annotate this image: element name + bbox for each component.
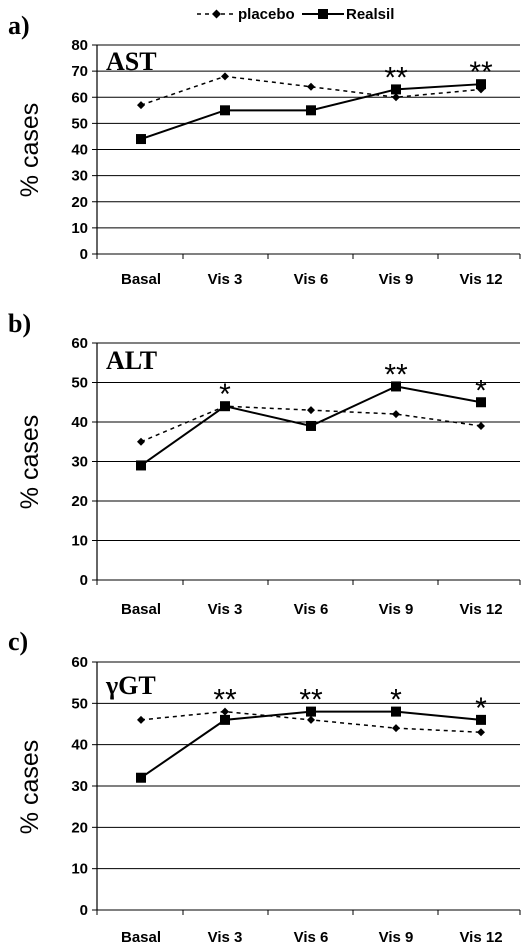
panel-title: AST: [106, 47, 157, 76]
y-tick-label: 20: [71, 493, 88, 510]
y-tick-label: 0: [80, 246, 88, 263]
realsil-point: [306, 706, 316, 717]
x-tick-label: Basal: [121, 601, 161, 618]
legend-placebo-marker: [212, 9, 221, 19]
series-line-placebo: [140, 75, 482, 106]
x-tick-label: Basal: [121, 271, 161, 288]
y-tick-label: 30: [71, 454, 88, 471]
significance-marker: **: [469, 56, 493, 89]
y-axis-label: % cases: [16, 103, 44, 197]
y-tick-label: 30: [71, 778, 88, 795]
x-tick-label: Vis 6: [294, 271, 329, 288]
placebo-point: [137, 437, 145, 446]
y-tick-label: 80: [71, 37, 88, 54]
panel-title: ALT: [106, 346, 157, 375]
panel-title: γGT: [105, 671, 156, 700]
x-tick-label: Basal: [121, 929, 161, 946]
x-tick-label: Vis 3: [208, 601, 243, 618]
realsil-point: [136, 460, 146, 471]
panel-label: c): [8, 627, 28, 656]
y-tick-label: 30: [71, 168, 88, 185]
y-tick-label: 20: [71, 819, 88, 836]
significance-marker: *: [475, 692, 487, 725]
realsil-point: [220, 105, 230, 116]
chart-panel-2: b) 0 10 20 30 40 50 60 Basal Vis 3 Vis 6 Vis 9 Vis 1…: [8, 309, 521, 618]
placebo-point: [221, 72, 229, 81]
y-tick-label: 50: [71, 115, 88, 132]
panel-label: b): [8, 309, 31, 338]
legend: placebo Realsil: [197, 6, 394, 23]
realsil-point: [476, 79, 486, 90]
chart-panels: a) 0 10 20 30 40 50 60 70 80 Basal Vis 3 Vis 6 Vis 9 V…: [8, 11, 521, 946]
realsil-point: [476, 714, 486, 725]
significance-marker: *: [390, 684, 402, 717]
x-tick-label: Vis 9: [379, 929, 414, 946]
panel-label: a): [8, 11, 30, 40]
legend-realsil-marker: [318, 9, 328, 19]
realsil-point: [220, 401, 230, 412]
y-tick-label: 10: [71, 861, 88, 878]
x-tick-label: Vis 12: [459, 601, 502, 618]
y-tick-label: 70: [71, 63, 88, 80]
y-tick-label: 0: [80, 902, 88, 919]
chart-panel-3: c) 0 10 20 30 40 50 60 Basal Vis 3 Vis 6 Vis 9 Vis 1…: [8, 627, 521, 946]
y-tick-label: 40: [71, 142, 88, 159]
significance-marker: **: [384, 61, 408, 94]
y-tick-label: 20: [71, 194, 88, 211]
y-tick-label: 50: [71, 375, 88, 392]
placebo-point: [221, 707, 229, 716]
realsil-point: [136, 772, 146, 783]
placebo-point: [307, 82, 315, 91]
realsil-point: [136, 134, 146, 145]
placebo-point: [307, 406, 315, 415]
significance-marker: **: [299, 684, 323, 717]
realsil-point: [306, 420, 316, 431]
significance-marker: *: [475, 374, 487, 407]
y-tick-label: 60: [71, 335, 88, 352]
placebo-point: [392, 724, 400, 733]
legend-placebo-label: placebo: [238, 6, 295, 23]
y-tick-label: 40: [71, 737, 88, 754]
realsil-point: [476, 397, 486, 408]
x-tick-label: Vis 6: [294, 601, 329, 618]
y-axis-label: % cases: [16, 415, 44, 509]
placebo-point: [477, 728, 485, 737]
placebo-point: [137, 101, 145, 110]
placebo-point: [392, 410, 400, 419]
chart-panel-1: a) 0 10 20 30 40 50 60 70 80 Basal Vis 3 Vis 6 Vis 9 V…: [8, 11, 521, 288]
placebo-point: [137, 715, 145, 724]
realsil-point: [306, 105, 316, 116]
x-tick-label: Vis 12: [459, 929, 502, 946]
placebo-point: [392, 93, 400, 102]
significance-marker: **: [384, 358, 408, 391]
x-tick-label: Vis 3: [208, 271, 243, 288]
realsil-point: [220, 714, 230, 725]
y-tick-label: 60: [71, 654, 88, 671]
x-tick-label: Vis 9: [379, 271, 414, 288]
legend-realsil-label: Realsil: [346, 6, 394, 23]
significance-marker: **: [213, 684, 237, 717]
x-tick-label: Vis 9: [379, 601, 414, 618]
x-tick-label: Vis 3: [208, 929, 243, 946]
realsil-point: [391, 381, 401, 392]
x-tick-label: Vis 6: [294, 929, 329, 946]
placebo-point: [307, 715, 315, 724]
y-tick-label: 50: [71, 695, 88, 712]
realsil-point: [391, 706, 401, 717]
significance-marker: *: [219, 378, 231, 411]
y-tick-label: 10: [71, 220, 88, 237]
y-tick-label: 0: [80, 572, 88, 589]
y-tick-label: 60: [71, 89, 88, 106]
realsil-point: [391, 84, 401, 95]
y-tick-label: 10: [71, 533, 88, 550]
y-tick-label: 40: [71, 414, 88, 431]
x-tick-label: Vis 12: [459, 271, 502, 288]
y-axis-label: % cases: [16, 740, 44, 834]
placebo-point: [477, 421, 485, 430]
